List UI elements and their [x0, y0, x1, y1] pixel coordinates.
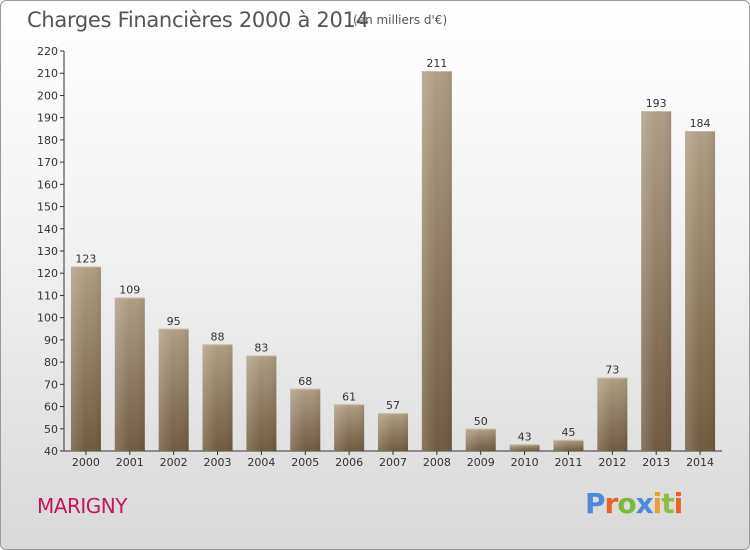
bar-shine — [290, 388, 321, 451]
data-label: 193 — [646, 97, 667, 110]
bar-shine — [465, 428, 496, 451]
city-name: MARIGNY — [37, 494, 127, 518]
axes: 40 50 60 70 80 90 100 110 120 130 140 150 160 170 180 1… — [37, 45, 722, 469]
data-label: 211 — [426, 57, 447, 70]
x-tick-label: 2011 — [554, 456, 582, 469]
y-tick-label: 160 — [37, 178, 58, 191]
x-tick-label: 2010 — [511, 456, 539, 469]
bar-shine — [114, 297, 145, 451]
y-tick-label: 200 — [37, 89, 58, 102]
x-tick-label: 2004 — [247, 456, 275, 469]
x-tick-label: 2013 — [642, 456, 670, 469]
y-tick-label: 70 — [44, 378, 58, 391]
y-tick-label: 40 — [44, 445, 58, 458]
data-label: 95 — [167, 315, 181, 328]
y-tick-label: 180 — [37, 134, 58, 147]
bar-shine — [685, 131, 716, 451]
x-tick-label: 2006 — [335, 456, 363, 469]
y-tick-label: 110 — [37, 289, 58, 302]
y-tick-label: 190 — [37, 112, 58, 125]
x-tick-label: 2002 — [160, 456, 188, 469]
bar-shine — [202, 344, 233, 451]
chart-subtitle: (en milliers d'€) — [353, 13, 448, 27]
y-tick-label: 90 — [44, 334, 58, 347]
y-tick-label: 140 — [37, 223, 58, 236]
bar-shine — [334, 404, 365, 451]
x-tick-label: 2001 — [116, 456, 144, 469]
x-tick-label: 2000 — [72, 456, 100, 469]
data-label: 43 — [518, 430, 532, 443]
chart-title: Charges Financières 2000 à 2014 — [27, 8, 369, 32]
x-tick-label: 2008 — [423, 456, 451, 469]
data-label: 83 — [254, 341, 268, 354]
x-tick-label: 2012 — [598, 456, 626, 469]
bar-shine — [641, 111, 672, 451]
x-tick-label: 2007 — [379, 456, 407, 469]
y-tick-label: 120 — [37, 267, 58, 280]
proxiti-logo[interactable]: Proxiti — [585, 487, 683, 520]
data-label: 50 — [474, 415, 488, 428]
data-label: 61 — [342, 390, 356, 403]
data-label: 57 — [386, 399, 400, 412]
y-tick-label: 210 — [37, 67, 58, 80]
y-tick-label: 50 — [44, 423, 58, 436]
y-tick-label: 80 — [44, 356, 58, 369]
y-tick-label: 220 — [37, 45, 58, 58]
data-label: 45 — [561, 426, 575, 439]
bar-shine — [246, 355, 277, 451]
data-labels: 123 109 95 88 83 68 61 57 211 50 43 45 73 193 184 — [75, 57, 710, 443]
x-tick-label: 2005 — [291, 456, 319, 469]
x-tick-label: 2014 — [686, 456, 714, 469]
y-tick-label: 60 — [44, 401, 58, 414]
bar-shine — [158, 328, 189, 451]
data-label: 109 — [119, 284, 140, 297]
y-tick-label: 170 — [37, 156, 58, 169]
data-label: 184 — [690, 117, 711, 130]
data-label: 123 — [75, 253, 96, 266]
x-tick-label: 2003 — [204, 456, 232, 469]
x-tick-label: 2009 — [467, 456, 495, 469]
bar-shine — [509, 444, 540, 451]
data-label: 73 — [605, 364, 619, 377]
bar-shine — [421, 71, 452, 451]
y-tick-label: 100 — [37, 312, 58, 325]
bar-shine — [553, 439, 584, 451]
bar-shine — [70, 266, 101, 451]
bars — [70, 71, 716, 451]
bar-shine — [597, 377, 628, 451]
bar-shine — [378, 413, 408, 451]
y-tick-label: 150 — [37, 201, 58, 214]
data-label: 88 — [211, 330, 225, 343]
data-label: 68 — [298, 375, 312, 388]
y-tick-label: 130 — [37, 245, 58, 258]
